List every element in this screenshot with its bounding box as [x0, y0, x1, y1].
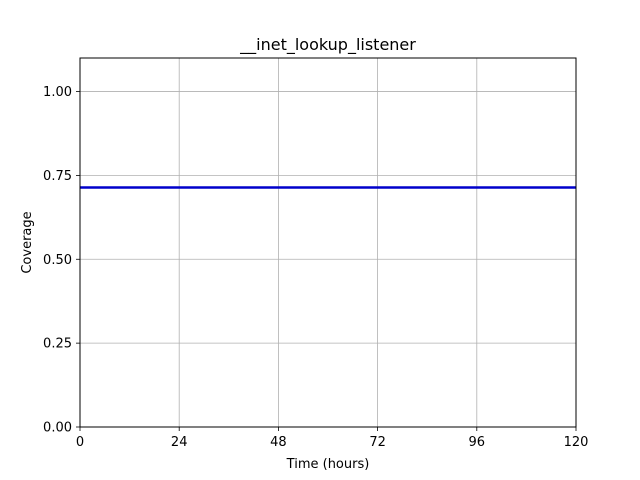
x-tick-label: 24 — [171, 435, 188, 450]
y-tick-label: 0.25 — [43, 337, 72, 352]
x-axis: 0 24 48 72 96 120 — [76, 427, 589, 450]
x-tick-label: 96 — [469, 435, 486, 450]
y-tick-label: 0.50 — [43, 253, 72, 268]
y-tick-label: 1.00 — [43, 85, 72, 100]
x-tick-label: 72 — [369, 435, 386, 450]
chart-title: __inet_lookup_listener — [239, 35, 416, 55]
y-axis-title: Coverage — [20, 211, 35, 273]
x-tick-label: 0 — [76, 435, 84, 450]
y-tick-label: 0.00 — [43, 421, 72, 436]
y-axis: 0.00 0.25 0.50 0.75 1.00 — [43, 85, 80, 436]
x-tick-label: 48 — [270, 435, 287, 450]
y-tick-label: 0.75 — [43, 169, 72, 184]
x-tick-label: 120 — [564, 435, 589, 450]
plot-frame — [79, 57, 577, 428]
x-axis-title: Time (hours) — [286, 457, 370, 472]
